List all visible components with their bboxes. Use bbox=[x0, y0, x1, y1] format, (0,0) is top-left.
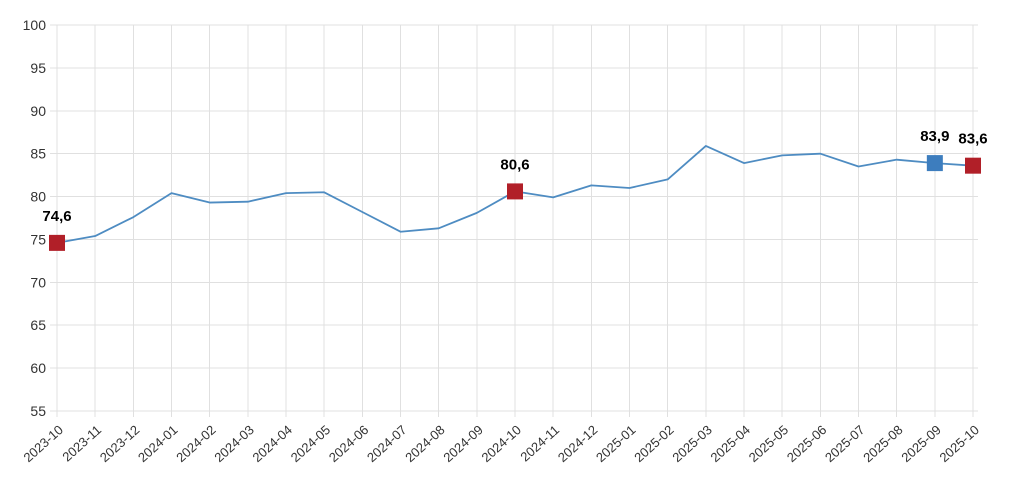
y-axis-tick-label: 75 bbox=[30, 231, 46, 247]
x-axis-tick-label: 2025-03 bbox=[669, 422, 714, 465]
x-axis-tick-label: 2025-09 bbox=[898, 422, 943, 465]
data-point-marker-2023-10[interactable] bbox=[49, 234, 65, 251]
x-axis-tick-label: 2023-10 bbox=[21, 422, 66, 465]
x-axis-tick-label: 2025-04 bbox=[708, 422, 753, 465]
data-point-value-label: 80,6 bbox=[500, 156, 529, 173]
x-axis-tick-label: 2024-11 bbox=[517, 422, 562, 464]
x-axis-tick-label: 2024-04 bbox=[250, 422, 295, 465]
data-point-marker-2025-10[interactable] bbox=[965, 157, 982, 174]
data-point-value-label: 74,6 bbox=[42, 208, 71, 225]
y-axis-tick-label: 85 bbox=[30, 146, 46, 162]
y-axis-tick-label: 100 bbox=[23, 17, 47, 33]
y-axis-tick-label: 65 bbox=[30, 317, 46, 333]
x-axis-tick-label: 2024-06 bbox=[326, 422, 371, 465]
x-axis-tick-label: 2024-10 bbox=[479, 422, 524, 465]
x-axis-tick-label: 2024-03 bbox=[211, 422, 256, 465]
x-axis-tick-label: 2025-07 bbox=[822, 422, 867, 465]
y-axis-tick-label: 70 bbox=[30, 274, 46, 290]
x-axis-tick-label: 2025-06 bbox=[784, 422, 829, 465]
x-axis-tick-label: 2024-09 bbox=[440, 422, 485, 465]
data-point-value-label: 83,6 bbox=[958, 131, 987, 148]
y-axis-tick-label: 55 bbox=[30, 403, 46, 419]
y-axis-tick-label: 95 bbox=[30, 60, 46, 76]
y-axis-tick-label: 80 bbox=[30, 189, 46, 205]
x-axis-tick-label: 2024-02 bbox=[173, 422, 218, 465]
x-axis-tick-label: 2025-01 bbox=[593, 422, 638, 465]
x-axis-tick-label: 2023-12 bbox=[97, 422, 142, 465]
data-point-value-label: 83,9 bbox=[920, 128, 949, 145]
x-axis-tick-label: 2024-05 bbox=[288, 422, 333, 465]
x-axis-tick-label: 2024-12 bbox=[555, 422, 600, 465]
data-point-marker-2025-09[interactable] bbox=[926, 155, 943, 172]
x-axis-tick-label: 2025-02 bbox=[631, 422, 676, 465]
x-axis-tick-label: 2025-10 bbox=[937, 422, 982, 465]
y-axis-tick-label: 90 bbox=[30, 103, 46, 119]
x-axis-tick-label: 2025-08 bbox=[860, 422, 905, 465]
x-axis-tick-label: 2025-05 bbox=[746, 422, 791, 465]
x-axis-tick-label: 2024-08 bbox=[402, 422, 447, 465]
x-axis-tick-label: 2024-01 bbox=[135, 422, 180, 465]
y-axis-tick-label: 60 bbox=[30, 360, 46, 376]
data-point-marker-2024-10[interactable] bbox=[507, 183, 524, 200]
x-axis-tick-label: 2024-07 bbox=[364, 422, 409, 465]
x-axis-tick-label: 2023-11 bbox=[59, 422, 104, 464]
